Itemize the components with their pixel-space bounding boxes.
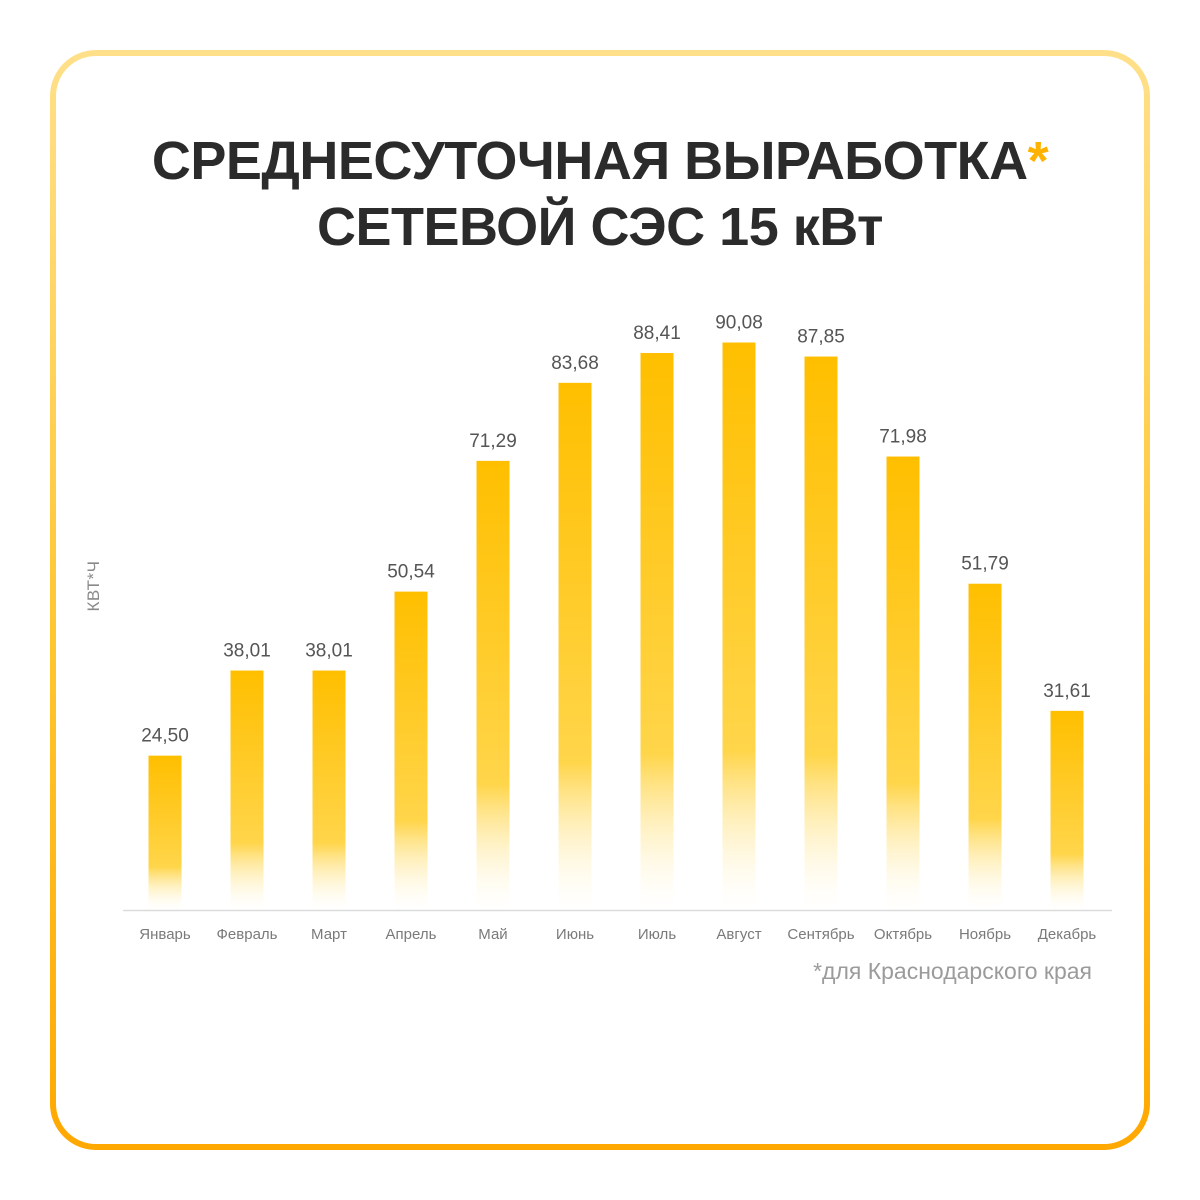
data-label-9: 87,85 <box>797 327 845 348</box>
x-tick-label-2: Февраль <box>217 926 278 943</box>
bars-group: 24,50 Январь 38,01 Февраль 38,01 Март 50,54 Апр… <box>139 312 1096 943</box>
title-line-1: СРЕДНЕСУТОЧНАЯ ВЫРАБОТКА <box>151 131 1028 191</box>
data-label-2: 38,01 <box>223 641 271 662</box>
data-label-5: 71,29 <box>469 431 517 452</box>
bar-1 <box>148 755 182 910</box>
bar-4 <box>394 591 428 910</box>
chart-title: СРЕДНЕСУТОЧНАЯ ВЫРАБОТКА* СЕТЕВОЙ СЭС 15… <box>56 128 1144 260</box>
x-tick-label-3: Март <box>311 926 347 943</box>
title-line-2: СЕТЕВОЙ СЭС 15 кВт <box>316 197 884 257</box>
data-label-3: 38,01 <box>305 641 353 662</box>
bar-7 <box>640 353 674 911</box>
x-tick-label-8: Август <box>716 926 761 943</box>
x-tick-label-1: Январь <box>139 926 191 943</box>
bar-8 <box>722 342 756 911</box>
x-tick-label-12: Декабрь <box>1038 926 1097 943</box>
x-tick-label-10: Октябрь <box>874 926 932 943</box>
card-frame: СРЕДНЕСУТОЧНАЯ ВЫРАБОТКА* СЕТЕВОЙ СЭС 15… <box>50 50 1150 1150</box>
bar-12 <box>1050 710 1084 910</box>
bar-11 <box>968 583 1002 910</box>
data-label-7: 88,41 <box>633 323 681 344</box>
data-label-10: 71,98 <box>879 427 927 448</box>
x-tick-label-7: Июль <box>638 926 676 943</box>
bar-5 <box>476 460 510 910</box>
bar-10 <box>886 456 920 910</box>
bar-6 <box>558 382 592 910</box>
footnote: *для Краснодарского края <box>813 958 1092 984</box>
x-tick-label-6: Июнь <box>556 926 594 943</box>
bar-3 <box>312 670 346 910</box>
x-tick-label-4: Апрель <box>386 926 437 943</box>
data-label-11: 51,79 <box>961 554 1009 575</box>
card: СРЕДНЕСУТОЧНАЯ ВЫРАБОТКА* СЕТЕВОЙ СЭС 15… <box>56 56 1144 1144</box>
data-label-8: 90,08 <box>715 312 763 333</box>
data-label-6: 83,68 <box>551 353 599 374</box>
x-tick-label-5: Май <box>478 926 507 943</box>
title-asterisk: * <box>1027 131 1049 191</box>
bar-9 <box>804 356 838 910</box>
x-tick-label-11: Ноябрь <box>959 926 1011 943</box>
data-label-1: 24,50 <box>141 726 189 747</box>
data-label-4: 50,54 <box>387 562 435 583</box>
data-label-12: 31,61 <box>1043 681 1091 702</box>
x-tick-label-9: Сентябрь <box>787 926 854 943</box>
bar-2 <box>230 670 264 910</box>
